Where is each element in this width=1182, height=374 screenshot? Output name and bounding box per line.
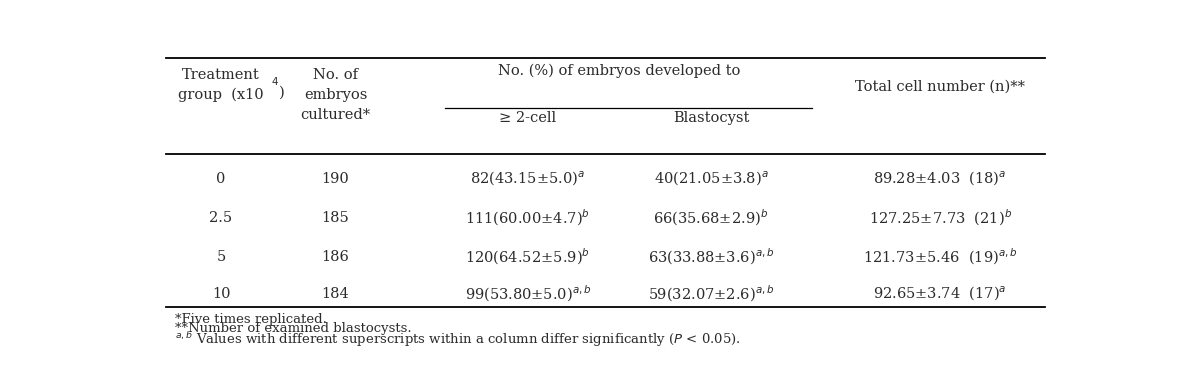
Text: 89.28±4.03  (18)$^{a}$: 89.28±4.03 (18)$^{a}$ [873,170,1007,188]
Text: group  (x10: group (x10 [178,88,264,102]
Text: 111(60.00±4.7)$^{b}$: 111(60.00±4.7)$^{b}$ [466,208,590,228]
Text: ≥ 2-cell: ≥ 2-cell [499,111,557,125]
Text: 190: 190 [322,172,350,186]
Text: $^{a,b}$ Values with different superscripts within a column differ significantly: $^{a,b}$ Values with different superscri… [175,331,741,349]
Text: Total cell number (n)**: Total cell number (n)** [855,79,1025,94]
Text: 2.5: 2.5 [209,211,233,225]
Text: 66(35.68±2.9)$^{b}$: 66(35.68±2.9)$^{b}$ [654,208,768,228]
Text: 120(64.52±5.9)$^{b}$: 120(64.52±5.9)$^{b}$ [466,246,590,267]
Text: 92.65±3.74  (17)$^{a}$: 92.65±3.74 (17)$^{a}$ [873,285,1007,303]
Text: 40(21.05±3.8)$^{a}$: 40(21.05±3.8)$^{a}$ [654,170,768,188]
Text: 184: 184 [322,287,350,301]
Text: *Five times replicated.: *Five times replicated. [175,313,327,326]
Text: 186: 186 [322,249,350,264]
Text: 5: 5 [216,249,226,264]
Text: 185: 185 [322,211,350,225]
Text: ): ) [279,85,285,99]
Text: 99(53.80±5.0)$^{a,b}$: 99(53.80±5.0)$^{a,b}$ [465,284,591,304]
Text: 121.73±5.46  (19)$^{a,b}$: 121.73±5.46 (19)$^{a,b}$ [863,246,1018,267]
Text: 0: 0 [216,172,226,186]
Text: embryos: embryos [304,88,368,102]
Text: Treatment: Treatment [182,68,260,82]
Text: $^{4}$: $^{4}$ [272,79,279,94]
Text: Blastocyst: Blastocyst [673,111,749,125]
Text: 82(43.15±5.0)$^{a}$: 82(43.15±5.0)$^{a}$ [470,170,585,188]
Text: 10: 10 [212,287,230,301]
Text: cultured*: cultured* [300,108,371,122]
Text: No. (%) of embryos developed to: No. (%) of embryos developed to [499,64,741,78]
Text: No. of: No. of [313,68,358,82]
Text: 63(33.88±3.6)$^{a,b}$: 63(33.88±3.6)$^{a,b}$ [648,246,774,267]
Text: **Number of examined blastocysts.: **Number of examined blastocysts. [175,322,411,335]
Text: 127.25±7.73  (21)$^{b}$: 127.25±7.73 (21)$^{b}$ [869,208,1012,228]
Text: 59(32.07±2.6)$^{a,b}$: 59(32.07±2.6)$^{a,b}$ [648,284,774,304]
